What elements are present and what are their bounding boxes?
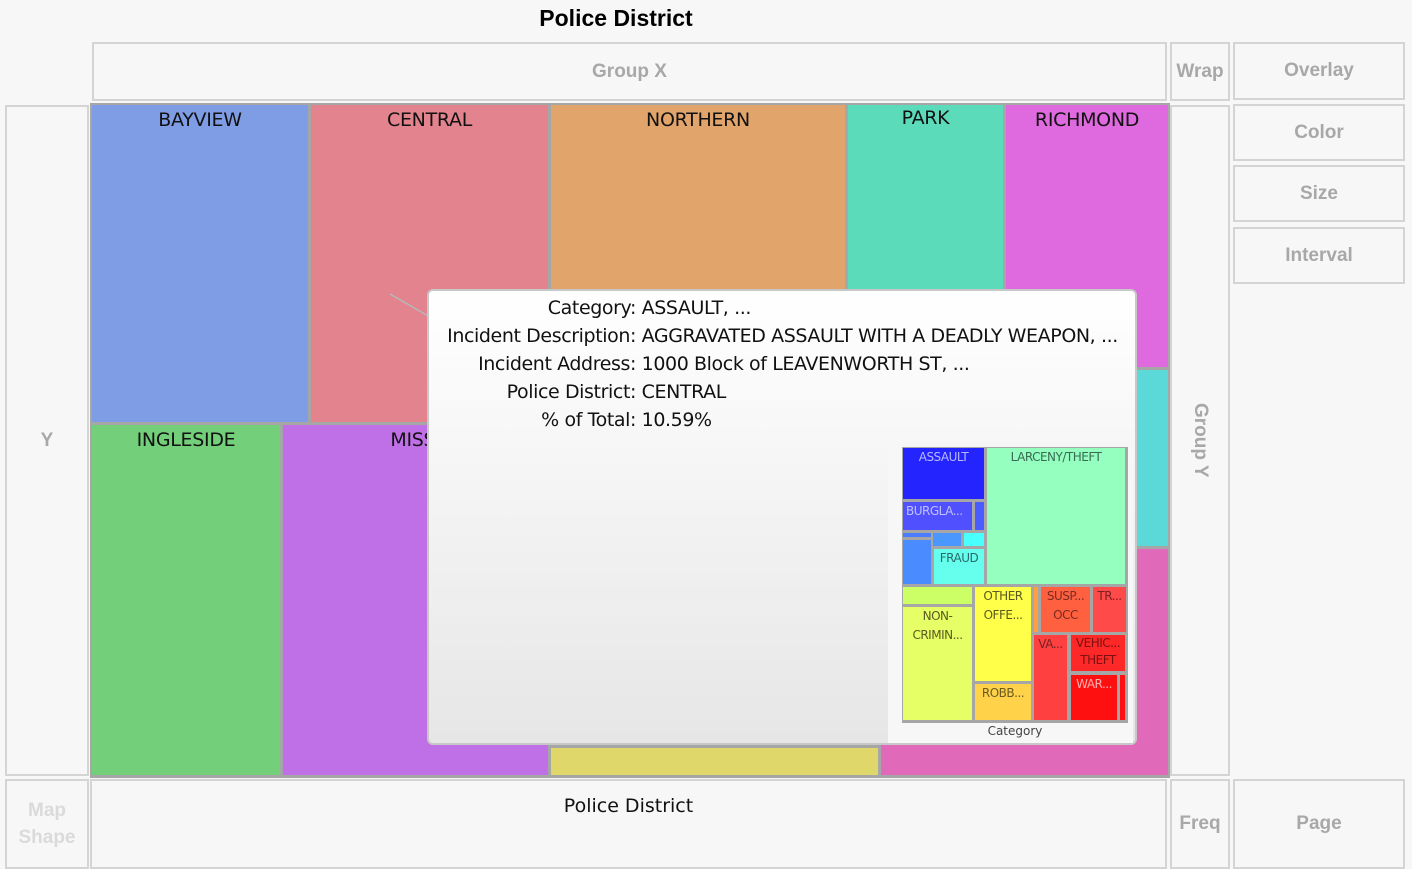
mini-block-larceny-theft: LARCENY/THEFT — [987, 448, 1125, 584]
mini-block-vandalism: VA... — [1034, 635, 1067, 720]
tooltip-key: % of Total: — [541, 409, 636, 431]
tooltip-row-district: Police District: CENTRAL — [429, 381, 1129, 403]
mini-block-warrants: WAR... — [1071, 675, 1117, 720]
mini-treemap-xlabel: Category — [987, 724, 1043, 738]
mini-block-vehicle-theft: VEHIC... THEFT — [1071, 635, 1125, 671]
tooltip-value: CENTRAL — [641, 381, 727, 403]
tooltip-row-percent: % of Total: 10.59% — [429, 409, 1129, 431]
mini-block-robbery: ROBB... — [975, 684, 1031, 720]
size-dropzone[interactable]: Size — [1233, 165, 1405, 222]
mini-block-non-criminal: NON-CRIMIN... — [903, 607, 972, 720]
chart-title: Police District — [539, 5, 693, 31]
mini-block-burglary: BURGLA... — [903, 502, 972, 530]
mini-block-small — [933, 533, 961, 546]
mini-block-small — [903, 533, 931, 537]
group-y-dropzone[interactable]: Group Y — [1170, 105, 1230, 776]
mini-block-small — [903, 540, 931, 584]
tooltip-value: 1000 Block of LEAVENWORTH ST, ... — [641, 353, 970, 375]
x-axis-label: Police District — [563, 795, 694, 817]
map-shape-dropzone[interactable]: Map Shape — [5, 779, 89, 869]
mini-block-small — [1034, 587, 1038, 632]
tooltip-value: 10.59% — [641, 409, 712, 431]
tooltip-value: AGGRAVATED ASSAULT WITH A DEADLY WEAPON,… — [641, 325, 1119, 347]
mini-block-small — [975, 502, 984, 530]
freq-dropzone[interactable]: Freq — [1170, 779, 1230, 869]
treemap-block-yellow[interactable] — [551, 748, 878, 775]
tooltip-row-category: Category: ASSAULT, ... — [429, 297, 1129, 319]
mini-block-small — [964, 533, 984, 546]
interval-dropzone[interactable]: Interval — [1233, 227, 1405, 284]
mini-block-small — [1120, 675, 1125, 720]
overlay-dropzone[interactable]: Overlay — [1233, 42, 1405, 100]
mini-block-assault: ASSAULT — [903, 448, 984, 499]
mini-block-suspicious-occ: SUSP... OCC — [1041, 587, 1090, 632]
mini-block-fraud: FRAUD — [934, 549, 984, 584]
color-dropzone[interactable]: Color — [1233, 104, 1405, 161]
mini-treemap: ASSAULT LARCENY/THEFT BURGLA... FRAUD NO… — [902, 447, 1128, 723]
tooltip-value: ASSAULT, ... — [641, 297, 752, 319]
mini-block-other-offenses: OTHER OFFE... — [975, 587, 1031, 681]
treemap-block-ingleside[interactable]: INGLESIDE — [92, 425, 280, 775]
y-dropzone[interactable]: Y — [5, 105, 89, 776]
tooltip-key: Police District: — [506, 381, 637, 403]
tooltip-key: Incident Description: — [447, 325, 636, 347]
tooltip-key: Category: — [547, 297, 637, 319]
tooltip-key: Incident Address: — [478, 353, 636, 375]
treemap-block-bayview[interactable]: BAYVIEW — [92, 105, 308, 422]
mini-block-small — [903, 587, 972, 604]
mini-block-trespass: TR... — [1093, 587, 1126, 632]
tooltip-row-address: Incident Address: 1000 Block of LEAVENWO… — [429, 353, 1129, 375]
wrap-dropzone[interactable]: Wrap — [1170, 42, 1230, 101]
group-x-dropzone[interactable]: Group X — [92, 42, 1167, 101]
tooltip-row-description: Incident Description: AGGRAVATED ASSAULT… — [429, 325, 1129, 347]
x-axis-zone[interactable] — [90, 779, 1167, 869]
